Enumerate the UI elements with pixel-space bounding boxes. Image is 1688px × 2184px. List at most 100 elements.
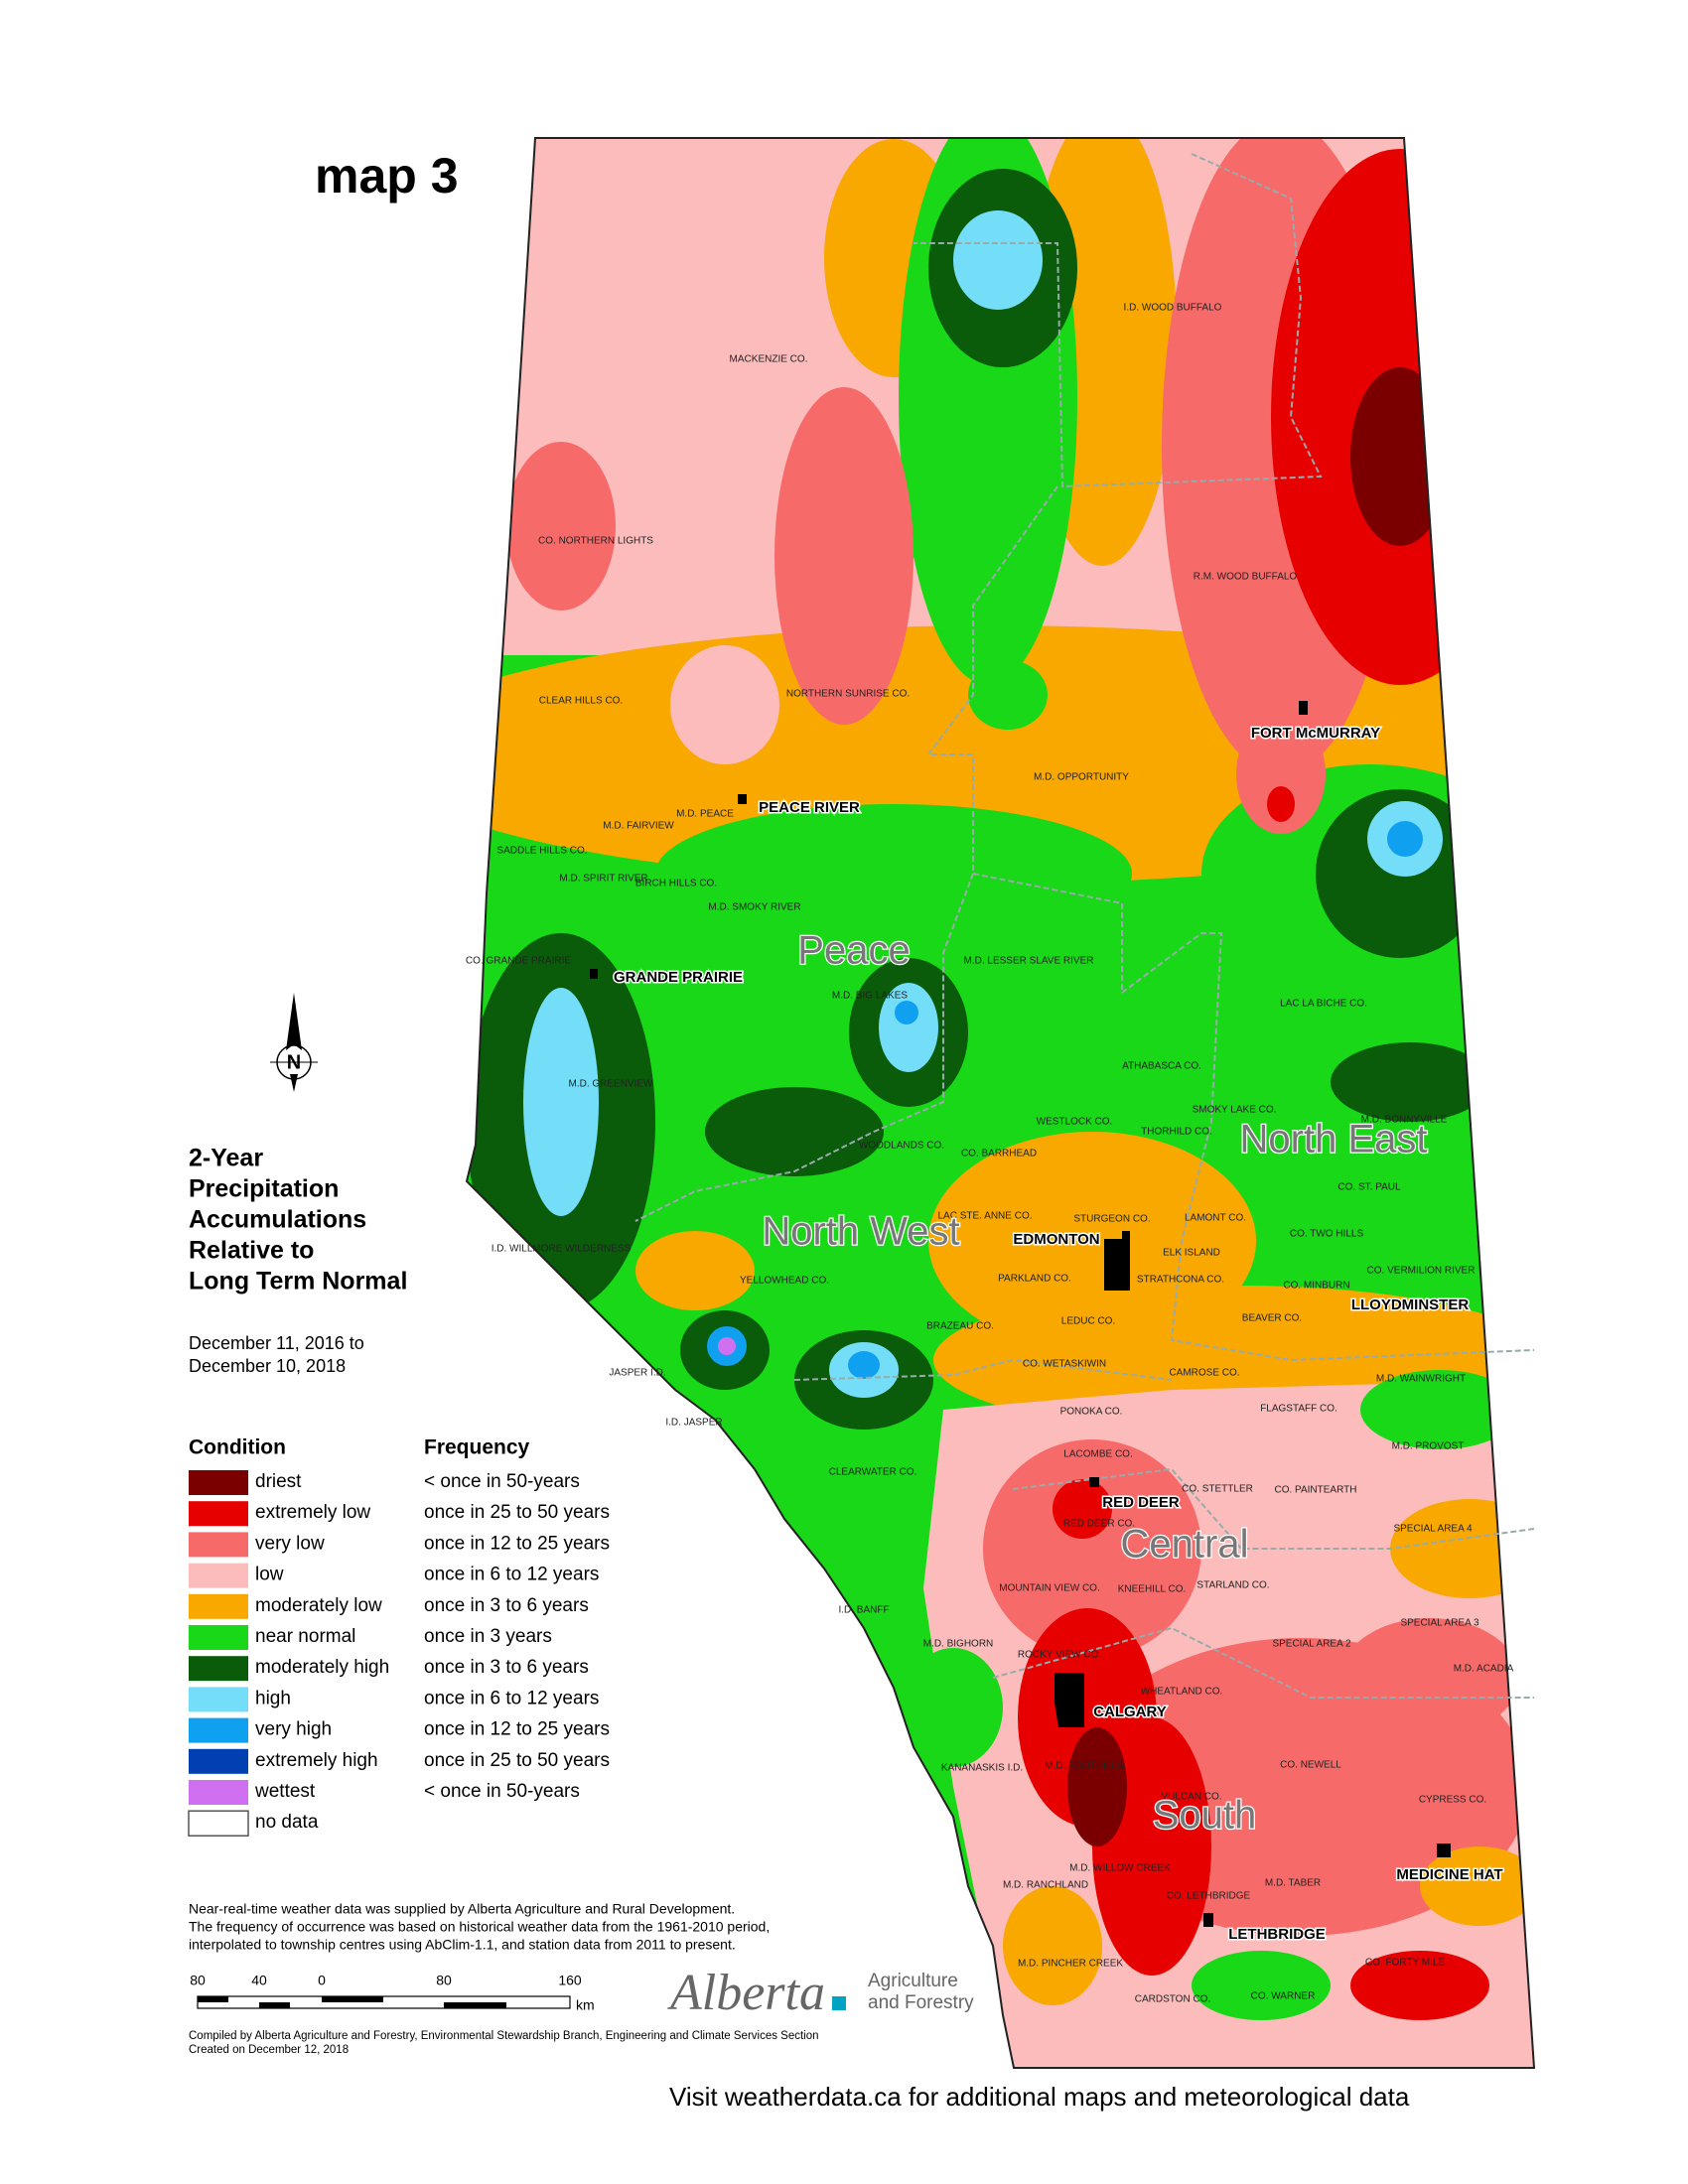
municipality-label: M.D. WAINWRIGHT	[1376, 1374, 1466, 1385]
municipality-label: CO. ST. PAUL	[1337, 1182, 1401, 1193]
municipality-label: CYPRESS CO.	[1419, 1795, 1486, 1806]
municipality-label: CO. WARNER	[1251, 1991, 1316, 2002]
municipality-label: CO. NEWELL	[1280, 1760, 1341, 1771]
red-deer-area	[1089, 1477, 1099, 1487]
municipality-label: M.D. BIGHORN	[923, 1639, 994, 1650]
municipality-label: M.D. RANCHLAND	[1003, 1880, 1088, 1891]
city-label: CALGARY	[1093, 1704, 1167, 1720]
legend-swatch	[189, 1780, 248, 1805]
municipality-label: BRAZEAU CO.	[926, 1321, 994, 1332]
legend-frequency: once in 3 years	[424, 1626, 552, 1647]
legend-swatch	[189, 1656, 248, 1682]
municipality-label: SPECIAL AREA 2	[1272, 1639, 1351, 1650]
legend-condition: near normal	[255, 1626, 355, 1647]
city-label: MEDICINE HAT	[1396, 1866, 1502, 1883]
municipality-label: LEDUC CO.	[1061, 1316, 1115, 1327]
municipality-label: M.D. PINCHER CREEK	[1018, 1959, 1123, 1970]
legend-condition: driest	[255, 1471, 302, 1492]
legend-frequency: once in 25 to 50 years	[424, 1502, 610, 1523]
city-label: LETHBRIDGE	[1228, 1926, 1326, 1943]
legend-swatch	[189, 1593, 248, 1619]
city-label: PEACE RIVER	[759, 799, 860, 816]
map-label: map 3	[315, 148, 459, 204]
municipality-label: M.D. LESSER SLAVE RIVER	[964, 956, 1094, 967]
lethbridge-area	[1203, 1913, 1213, 1927]
municipality-label: LAMONT CO.	[1185, 1213, 1246, 1224]
legend-swatch	[189, 1625, 248, 1650]
municipality-label: FLAGSTAFF CO.	[1260, 1404, 1337, 1415]
legend-swatch	[189, 1563, 248, 1588]
municipality-label: CO. NORTHERN LIGHTS	[538, 536, 653, 547]
municipality-label: LAC LA BICHE CO.	[1280, 999, 1367, 1010]
municipality-label: WESTLOCK CO.	[1037, 1117, 1113, 1128]
credit: Compiled by Alberta Agriculture and Fore…	[189, 2030, 819, 2042]
municipality-label: KANANASKIS I.D.	[941, 1763, 1023, 1774]
legend-frequency: < once in 50-years	[424, 1781, 580, 1802]
map-title: Precipitation	[189, 1175, 339, 1203]
district-boundaries	[634, 153, 1535, 1699]
scale-bar	[197, 1995, 571, 2009]
municipality-label: ELK ISLAND	[1163, 1248, 1220, 1259]
municipality-label: THORHILD CO.	[1141, 1127, 1212, 1138]
precipitation-surface	[467, 138, 1534, 2068]
legend-frequency: < once in 50-years	[424, 1471, 580, 1492]
municipality-label: I.D. JASPER	[665, 1418, 722, 1429]
municipality-label: CO. STETTLER	[1182, 1484, 1253, 1495]
legend-swatch	[189, 1470, 248, 1495]
note: The frequency of occurrence was based on…	[189, 1919, 770, 1935]
municipality-label: SADDLE HILLS CO.	[496, 846, 587, 857]
city-label: EDMONTON	[1013, 1231, 1099, 1248]
municipality-label: MACKENZIE CO.	[730, 354, 808, 365]
municipality-label: CO. VERMILION RIVER	[1367, 1266, 1476, 1277]
city-label: LLOYDMINSTER	[1351, 1297, 1469, 1313]
city-label: RED DEER	[1102, 1494, 1180, 1511]
map-title: 2-Year	[189, 1145, 263, 1172]
municipality-label: CO. GRANDE PRAIRIE	[466, 956, 571, 967]
municipality-label: RED DEER CO.	[1063, 1519, 1135, 1530]
municipality-label: M.D. ACADIA	[1454, 1664, 1514, 1675]
municipality-label: CLEAR HILLS CO.	[539, 696, 623, 707]
municipality-label: CO. FORTY MILE	[1365, 1958, 1446, 1969]
logo-dept: and Forestry	[868, 1992, 974, 2013]
region-label: Peace	[797, 929, 910, 973]
municipality-label: I.D. BANFF	[838, 1605, 889, 1616]
legend-condition: very low	[255, 1533, 325, 1554]
municipality-label: LACOMBE CO.	[1063, 1449, 1132, 1460]
legend-condition: high	[255, 1688, 291, 1708]
legend-swatch	[189, 1717, 248, 1743]
municipality-label: BEAVER CO.	[1242, 1313, 1302, 1324]
legend-frequency: once in 6 to 12 years	[424, 1688, 599, 1708]
legend-swatch	[189, 1501, 248, 1527]
municipality-label: M.D. TABER	[1265, 1878, 1321, 1889]
municipality-label: STARLAND CO.	[1196, 1580, 1269, 1591]
region-label: North East	[1240, 1118, 1428, 1161]
municipality-label: PARKLAND CO.	[998, 1274, 1071, 1285]
municipality-label: KNEEHILL CO.	[1118, 1584, 1187, 1595]
legend-condition: no data	[255, 1812, 319, 1833]
fort-mcmurray-area	[1299, 701, 1308, 715]
municipality-label: ATHABASCA CO.	[1122, 1061, 1201, 1072]
municipality-label: NORTHERN SUNRISE CO.	[786, 689, 910, 700]
legend-condition: extremely high	[255, 1750, 378, 1771]
map-title: Accumulations	[189, 1206, 366, 1234]
legend-condition: low	[255, 1565, 284, 1585]
municipality-label: BIRCH HILLS CO.	[635, 879, 717, 889]
scale-tick-label: 0	[318, 1973, 326, 1988]
period: December 11, 2016 to	[189, 1333, 364, 1353]
legend-header: Condition	[189, 1436, 286, 1459]
region-label: North West	[762, 1210, 959, 1254]
north-arrow: N	[270, 993, 318, 1092]
legend-condition: wettest	[254, 1781, 316, 1802]
legend-frequency: once in 25 to 50 years	[424, 1750, 610, 1771]
municipality-label: JASPER I.D.	[609, 1368, 665, 1379]
city-label: FORT McMURRAY	[1251, 725, 1380, 742]
urban-areas	[590, 701, 1451, 1927]
municipality-label: M.D. SMOKY RIVER	[708, 902, 800, 913]
scale-tick-label: 80	[190, 1973, 206, 1988]
municipality-label: CO. WETASKIWIN	[1023, 1359, 1106, 1370]
municipality-label: LAC STE. ANNE CO.	[937, 1211, 1032, 1222]
map-title: Relative to	[189, 1237, 314, 1265]
municipality-label: M.D. FAIRVIEW	[603, 821, 674, 832]
footer: Visit weatherdata.ca for additional maps…	[669, 2082, 1410, 2112]
